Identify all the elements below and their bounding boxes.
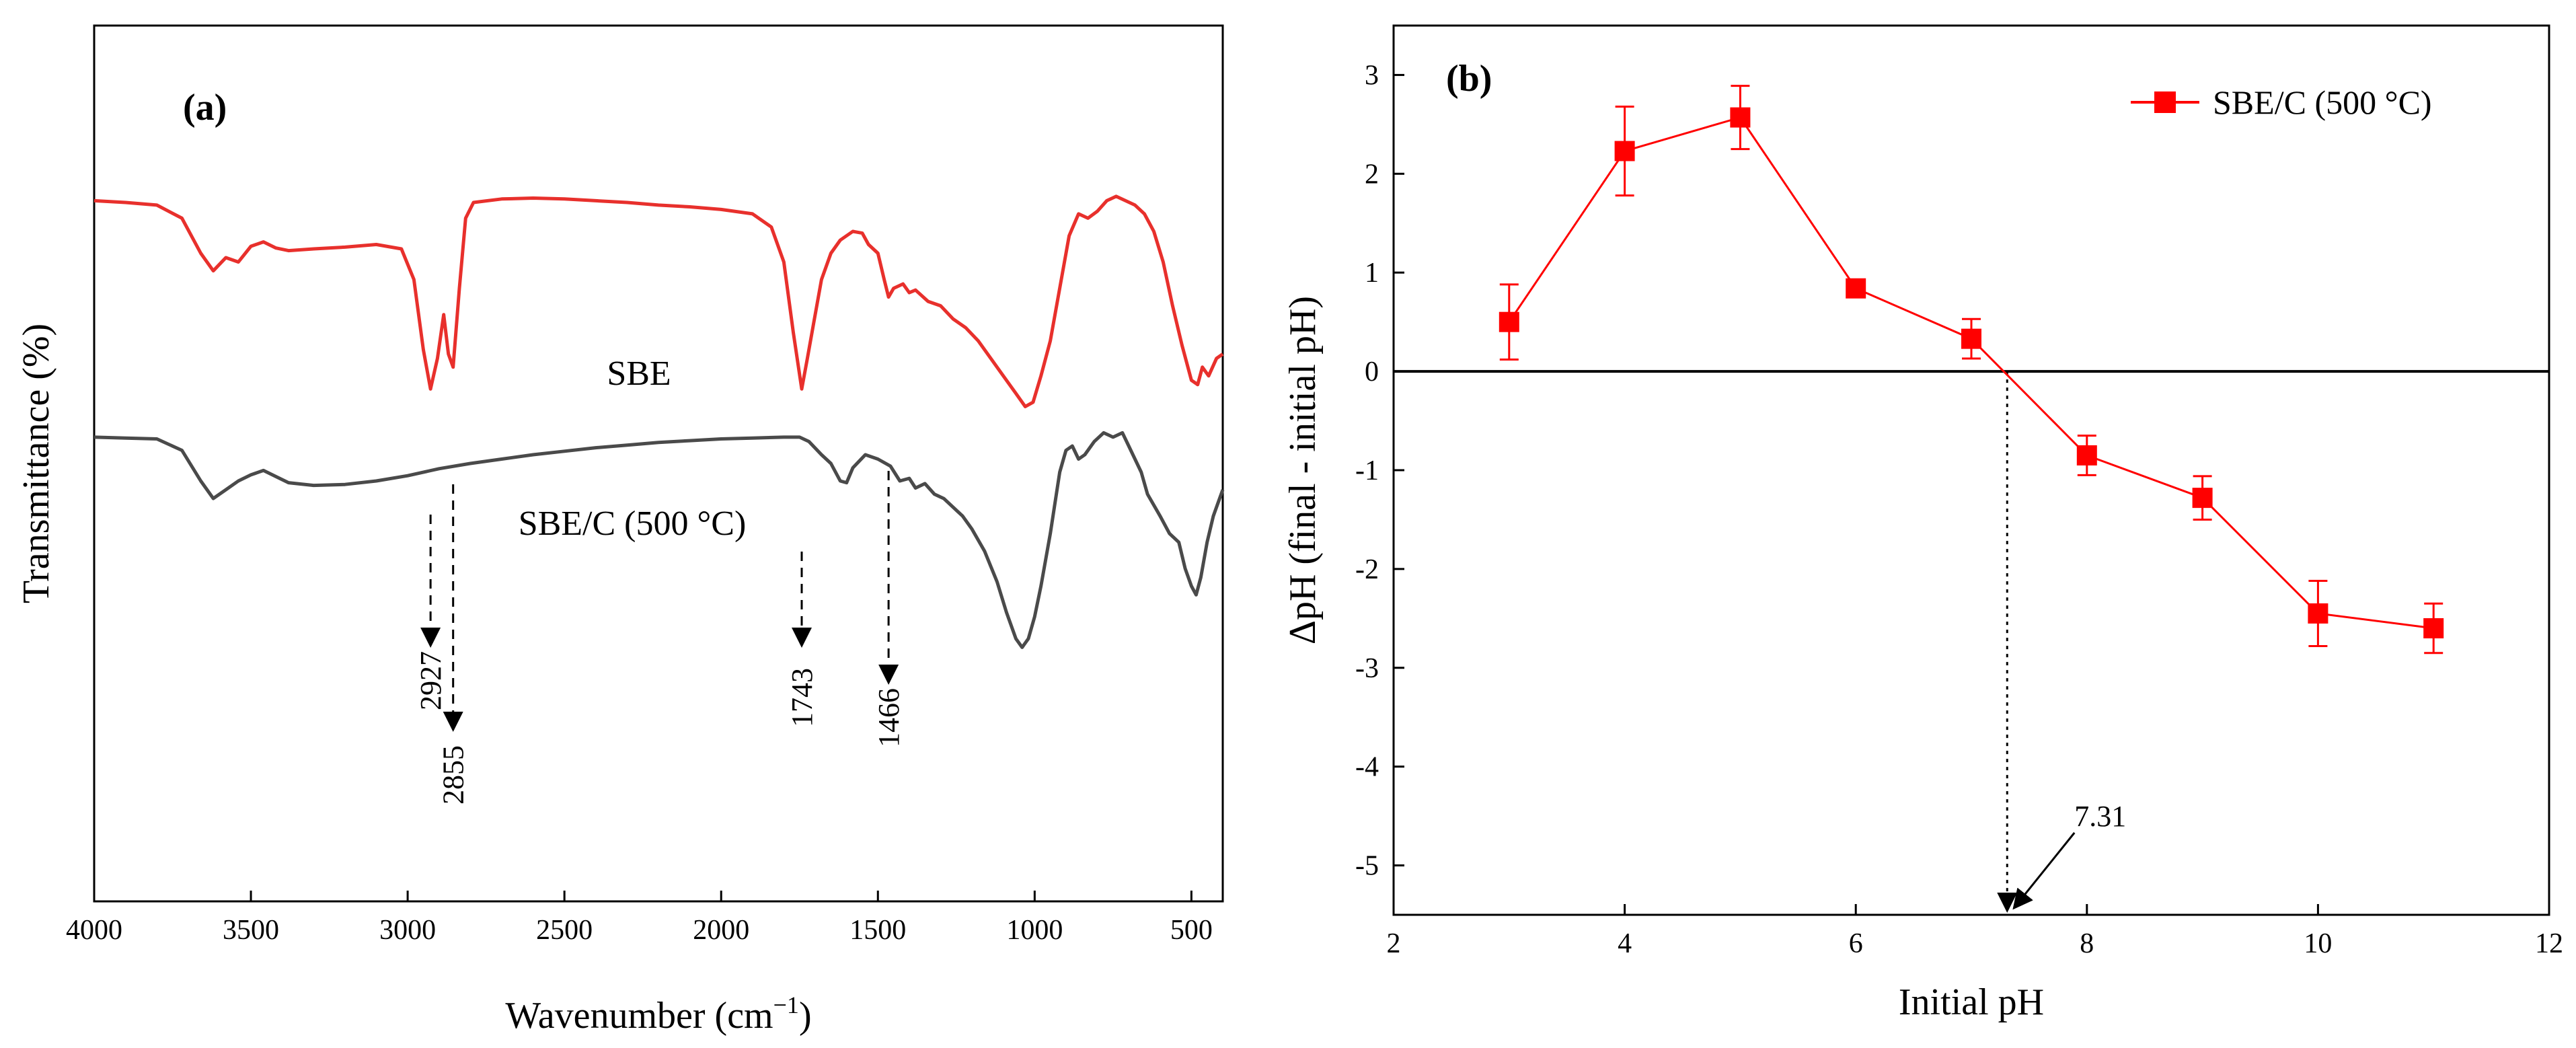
- data-point: [2308, 603, 2328, 624]
- y-tick-label: 0: [1365, 357, 1379, 387]
- x-tick-label: 1500: [849, 915, 906, 946]
- panel-a-plot-frame: [93, 24, 1224, 903]
- y-tick-label: 1: [1365, 258, 1379, 289]
- panel-a-sbec-series-label: SBE/C (500 °C): [519, 504, 747, 543]
- y-tick-label: -4: [1355, 752, 1379, 783]
- x-tick-label: 6: [1849, 928, 1863, 959]
- x-tick-label: 10: [2304, 928, 2332, 959]
- panel-a-label: (a): [183, 87, 227, 128]
- legend-marker: [2154, 91, 2176, 113]
- data-point: [1499, 311, 1519, 332]
- peak-label-2927: 2927: [414, 651, 447, 710]
- peak-label-1466: 1466: [872, 688, 905, 747]
- data-point: [1614, 141, 1635, 161]
- x-tick-label: 2000: [693, 915, 749, 946]
- panel-a-series: [93, 194, 1225, 649]
- x-tick-label: 4: [1618, 928, 1632, 959]
- data-point: [1846, 278, 1866, 299]
- x-tick-label: 1000: [1006, 915, 1063, 946]
- panel-a-x-axis-title-main: Wavenumber (cm: [505, 995, 773, 1037]
- series-line-sbe-c: [93, 431, 1225, 649]
- x-tick-label: 12: [2535, 928, 2563, 959]
- x-tick-label: 4000: [66, 915, 122, 946]
- y-tick-label: 2: [1365, 159, 1379, 190]
- data-point: [1730, 107, 1751, 128]
- panel-b-pzc-annotation: 7.31: [1997, 371, 2126, 913]
- panel-a-y-axis-title: Transmittance (%): [15, 324, 57, 603]
- x-tick-label: 3000: [379, 915, 436, 946]
- panel-b-y-axis-title: ΔpH (final - initial pH): [1282, 296, 1324, 644]
- peak-label-1743: 1743: [786, 668, 819, 727]
- x-tick-label: 2: [1387, 928, 1401, 959]
- panel-a-x-axis-title-end: ): [799, 995, 812, 1037]
- peak-label-2855: 2855: [437, 745, 470, 804]
- x-tick-label: 500: [1170, 915, 1213, 946]
- x-tick-label: 2500: [536, 915, 593, 946]
- panel-a-x-ticks: 4000 3500 3000 2500 2000 1500 1000 500: [66, 891, 1213, 946]
- y-tick-label: -1: [1355, 455, 1379, 486]
- series-line-sbe: [93, 194, 1224, 408]
- panel-a-x-axis-title-sup: −1: [773, 991, 799, 1018]
- panel-a-peak-annotations: 2927 2855 1743 1466: [414, 471, 905, 804]
- data-point: [1961, 328, 1981, 349]
- y-tick-label: -3: [1355, 653, 1379, 684]
- data-point: [2076, 445, 2097, 465]
- y-tick-label: 3: [1365, 60, 1379, 91]
- x-tick-label: 3500: [223, 915, 279, 946]
- panel-b-series: [1499, 85, 2444, 654]
- panel-b-plot-frame: [1392, 24, 2550, 916]
- panel-b-x-ticks: 2 4 6 8 10 12: [1387, 904, 2563, 959]
- legend-label: SBE/C (500 °C): [2213, 83, 2432, 121]
- panel-b-x-axis-title: Initial pH: [1899, 981, 2044, 1023]
- pzc-pointer-arrow: [2012, 832, 2076, 910]
- x-tick-label: 8: [2080, 928, 2094, 959]
- series-line: [1508, 116, 2434, 630]
- panel-b-label: (b): [1446, 58, 1492, 100]
- y-tick-label: -5: [1355, 851, 1379, 882]
- panel-a-x-axis-title: Wavenumber (cm−1): [505, 991, 811, 1037]
- panel-a-ftir-chart: 4000 3500 3000 2500 2000 1500 1000 500 2927 2855…: [15, 24, 1225, 1037]
- panel-a-sbe-series-label: SBE: [607, 354, 671, 393]
- data-point: [2192, 488, 2213, 509]
- data-point: [2423, 618, 2444, 639]
- y-tick-label: -2: [1355, 554, 1379, 585]
- panel-b-y-ticks: 3 2 1 0 -1 -2 -3 -4 -5: [1355, 60, 1404, 882]
- pzc-value-label: 7.31: [2074, 800, 2126, 833]
- panel-b-legend: SBE/C (500 °C): [2131, 83, 2432, 121]
